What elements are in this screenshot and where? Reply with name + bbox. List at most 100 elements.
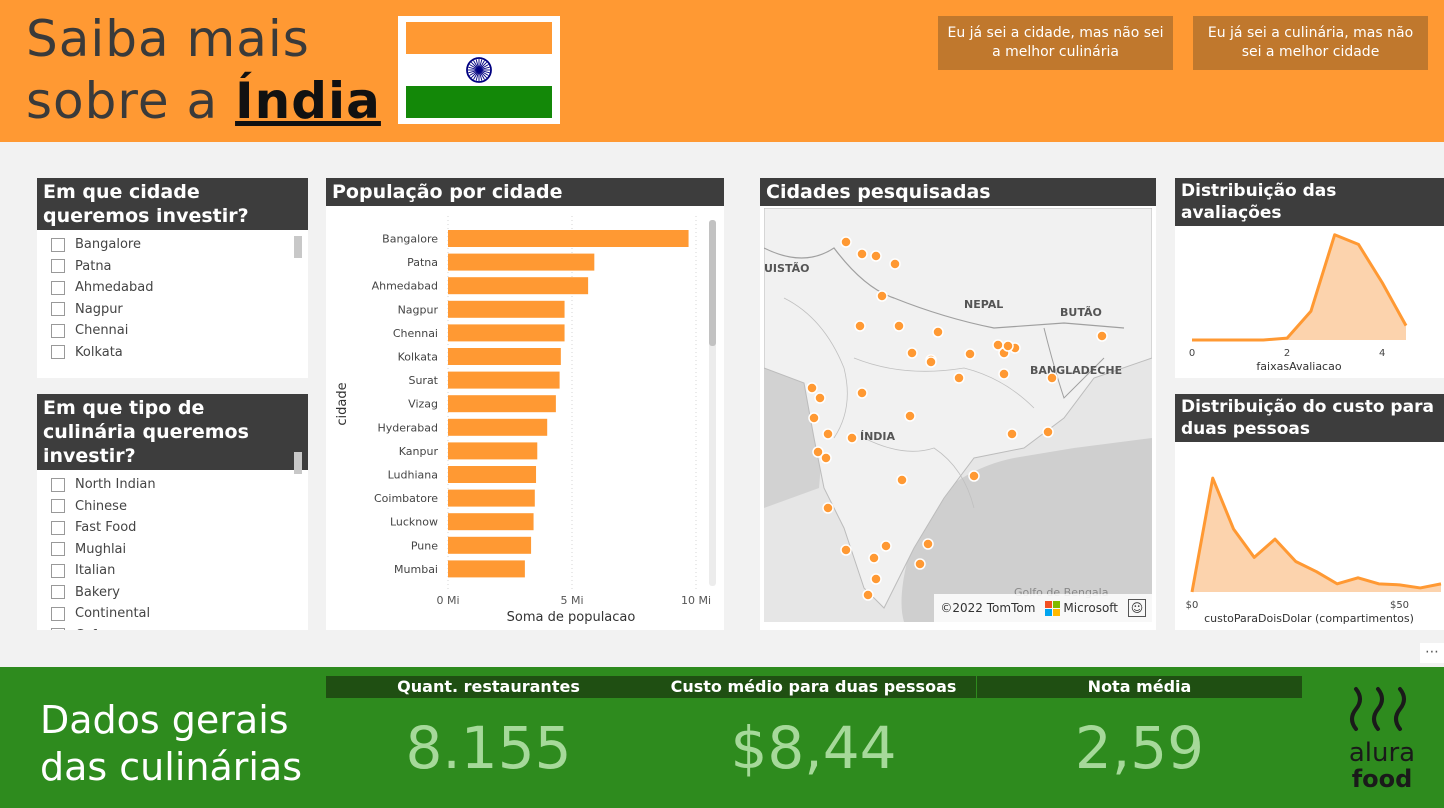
- area-line[interactable]: [1190, 476, 1442, 593]
- city-marker[interactable]: [896, 474, 908, 486]
- bar[interactable]: [448, 513, 534, 531]
- city-marker[interactable]: [925, 356, 937, 368]
- checkbox[interactable]: [51, 563, 65, 578]
- city-map[interactable]: UISTÃO NEPAL BUTÃO BANGLADECHE ÍNDIA Gol…: [764, 208, 1152, 622]
- city-option[interactable]: Patna: [51, 256, 308, 278]
- bar[interactable]: [448, 489, 535, 507]
- cuisine-option[interactable]: Fast Food: [51, 517, 308, 539]
- x-axis-label: faixasAvaliacao: [1256, 360, 1341, 373]
- city-marker[interactable]: [1002, 340, 1014, 352]
- bar[interactable]: [448, 418, 548, 436]
- checkbox[interactable]: [51, 280, 65, 295]
- bar[interactable]: [448, 348, 561, 365]
- city-marker[interactable]: [968, 470, 980, 482]
- city-marker[interactable]: [906, 347, 918, 359]
- category-label: Ahmedabad: [372, 280, 438, 293]
- city-marker[interactable]: [822, 428, 834, 440]
- bar[interactable]: [448, 536, 532, 554]
- cuisine-list: North Indian Chinese Fast Food Mughlai Itali…: [37, 470, 308, 630]
- kpi-value: 2,59: [1074, 714, 1205, 782]
- cuisine-option[interactable]: Chinese: [51, 496, 308, 518]
- feedback-smiley-icon[interactable]: ☺: [1128, 599, 1146, 617]
- chart-scroll-thumb[interactable]: [709, 220, 716, 346]
- city-marker[interactable]: [854, 320, 866, 332]
- checkbox[interactable]: [51, 259, 65, 274]
- city-marker[interactable]: [840, 544, 852, 556]
- cuisine-option[interactable]: Cafe: [51, 625, 308, 630]
- checkbox[interactable]: [51, 302, 65, 317]
- city-marker[interactable]: [846, 432, 858, 444]
- city-known-button[interactable]: Eu já sei a cidade, mas não sei a melhor…: [938, 16, 1173, 70]
- cuisine-option[interactable]: North Indian: [51, 474, 308, 496]
- city-marker[interactable]: [998, 368, 1010, 380]
- city-marker[interactable]: [870, 250, 882, 262]
- city-option[interactable]: Bangalore: [51, 234, 308, 256]
- checkbox[interactable]: [51, 345, 65, 360]
- city-marker[interactable]: [820, 452, 832, 464]
- bar[interactable]: [448, 300, 565, 318]
- city-marker[interactable]: [822, 502, 834, 514]
- city-marker[interactable]: [812, 446, 824, 458]
- tomtom-attribution: ©2022 TomTom: [940, 601, 1036, 615]
- checkbox[interactable]: [51, 585, 65, 600]
- cuisine-option[interactable]: Bakery: [51, 582, 308, 604]
- city-option[interactable]: Chennai: [51, 320, 308, 342]
- checkbox[interactable]: [51, 520, 65, 535]
- bar[interactable]: [448, 560, 525, 578]
- bar[interactable]: [448, 395, 556, 413]
- checkbox[interactable]: [51, 477, 65, 492]
- city-option[interactable]: Ahmedabad: [51, 277, 308, 299]
- city-marker[interactable]: [868, 552, 880, 564]
- cuisine-option[interactable]: Continental: [51, 603, 308, 625]
- city-marker[interactable]: [914, 558, 926, 570]
- cuisine-option[interactable]: Mughlai: [51, 539, 308, 561]
- checkbox[interactable]: [51, 542, 65, 557]
- more-options-icon[interactable]: ⋯: [1420, 643, 1444, 663]
- category-label: Patna: [407, 256, 438, 269]
- bar[interactable]: [448, 371, 560, 389]
- city-marker[interactable]: [1096, 330, 1108, 342]
- city-option[interactable]: Nagpur: [51, 299, 308, 321]
- city-marker[interactable]: [862, 589, 874, 601]
- bar[interactable]: [448, 324, 565, 342]
- city-marker[interactable]: [953, 372, 965, 384]
- city-option-label: Chennai: [75, 323, 129, 339]
- checkbox[interactable]: [51, 628, 65, 630]
- city-marker[interactable]: [1046, 372, 1058, 384]
- city-marker[interactable]: [880, 540, 892, 552]
- city-marker[interactable]: [806, 382, 818, 394]
- cuisine-option-label: Continental: [75, 606, 151, 622]
- city-marker[interactable]: [808, 412, 820, 424]
- cuisine-slicer-scrollbar[interactable]: [294, 452, 302, 474]
- city-marker[interactable]: [922, 538, 934, 550]
- checkbox[interactable]: [51, 323, 65, 338]
- city-marker[interactable]: [1006, 428, 1018, 440]
- city-marker[interactable]: [893, 320, 905, 332]
- checkbox[interactable]: [51, 606, 65, 621]
- city-marker[interactable]: [964, 348, 976, 360]
- city-marker[interactable]: [856, 248, 868, 260]
- bar[interactable]: [448, 277, 589, 295]
- city-marker[interactable]: [814, 392, 826, 404]
- city-marker[interactable]: [840, 236, 852, 248]
- city-marker[interactable]: [1042, 426, 1054, 438]
- x-tick-label: 0: [1189, 348, 1195, 359]
- cuisine-option[interactable]: Italian: [51, 560, 308, 582]
- area-line[interactable]: [1192, 233, 1408, 342]
- x-tick-label: 2: [1284, 348, 1290, 359]
- bar[interactable]: [448, 466, 537, 483]
- bar[interactable]: [448, 442, 538, 460]
- checkbox[interactable]: [51, 237, 65, 252]
- city-marker[interactable]: [876, 290, 888, 302]
- city-marker[interactable]: [856, 387, 868, 399]
- checkbox[interactable]: [51, 499, 65, 514]
- city-marker[interactable]: [932, 326, 944, 338]
- bar[interactable]: [448, 230, 689, 247]
- bar[interactable]: [448, 253, 595, 271]
- city-option[interactable]: Kolkata: [51, 342, 308, 364]
- cuisine-known-button[interactable]: Eu já sei a culinária, mas não sei a mel…: [1193, 16, 1428, 70]
- city-marker[interactable]: [889, 258, 901, 270]
- city-slicer-scrollbar[interactable]: [294, 236, 302, 258]
- city-marker[interactable]: [870, 573, 882, 585]
- city-marker[interactable]: [904, 410, 916, 422]
